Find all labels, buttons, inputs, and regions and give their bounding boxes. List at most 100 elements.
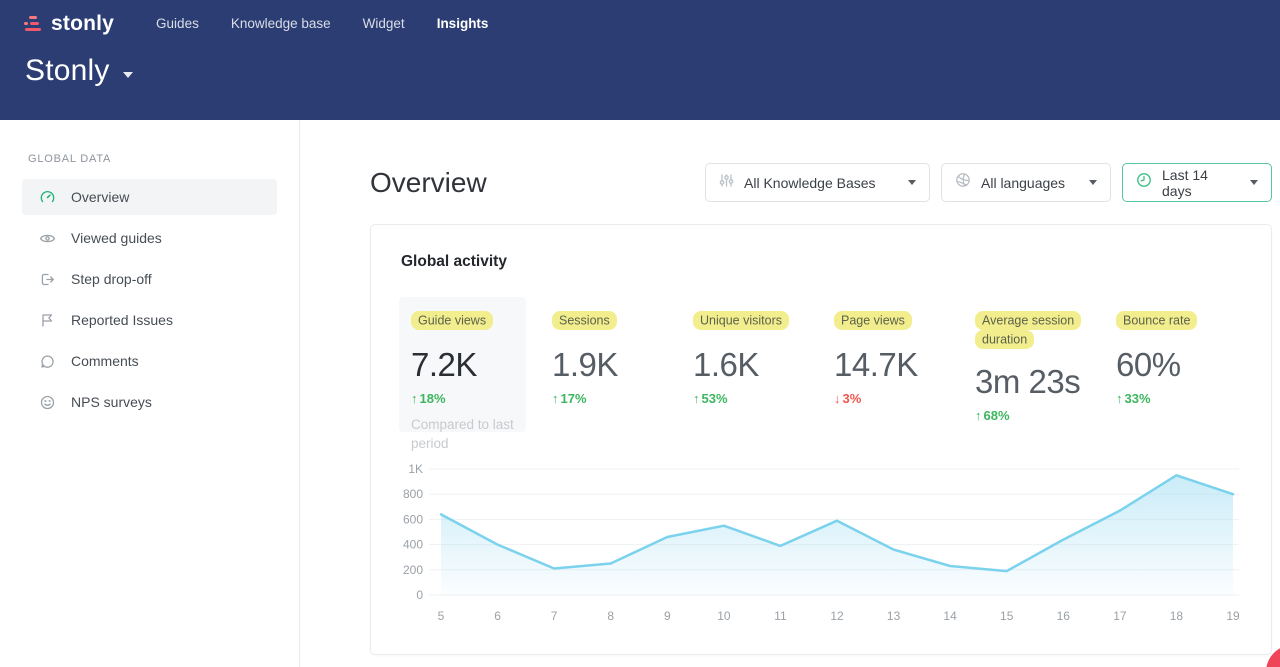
metric-unique-visitors[interactable]: Unique visitors 1.6K ↑53% [681,297,822,432]
metric-change: ↑33% [1116,391,1241,406]
nav-item-guides[interactable]: Guides [156,16,199,31]
workspace-title: Stonly [25,54,110,88]
svg-text:13: 13 [887,609,901,623]
metric-value: 60% [1116,346,1241,384]
page-title: Overview [370,167,487,199]
sidebar-item-viewed-guides[interactable]: Viewed guides [22,220,277,256]
svg-text:400: 400 [403,538,423,552]
filter-value: All Knowledge Bases [744,175,890,191]
sidebar-item-label: Reported Issues [71,312,173,328]
metric-bounce-rate[interactable]: Bounce rate 60% ↑33% [1104,297,1245,432]
metric-guide-views[interactable]: Guide views 7.2K ↑18% Compared to last p… [399,297,526,432]
metric-value: 3m 23s [975,363,1100,401]
svg-text:0: 0 [416,588,423,602]
sliders-icon [719,173,734,193]
svg-text:14: 14 [943,609,957,623]
workspace-selector[interactable]: Stonly [0,38,1280,88]
filter-value: Last 14 days [1162,167,1232,199]
metric-change: ↑18% [411,391,516,406]
chevron-down-icon [1089,180,1097,185]
stonly-logo[interactable]: stonly [24,12,114,36]
sidebar-item-label: Step drop-off [71,271,152,287]
sidebar-item-nps-surveys[interactable]: NPS surveys [22,384,277,420]
card-title: Global activity [371,225,1271,271]
arrow-up-icon: ↑ [693,391,700,406]
nav-item-knowledge-base[interactable]: Knowledge base [231,16,331,31]
filters-bar: All Knowledge Bases All languages Last 1… [705,163,1272,202]
svg-text:19: 19 [1226,609,1240,623]
clock-icon [1136,172,1152,193]
smiley-icon [39,394,56,411]
arrow-up-icon: ↑ [411,391,418,406]
svg-text:9: 9 [664,609,671,623]
metric-page-views[interactable]: Page views 14.7K ↓3% [822,297,963,432]
metric-change: ↑53% [693,391,818,406]
sidebar: GLOBAL DATA Overview Viewed guides Step … [0,120,300,667]
global-activity-card: Global activity Guide views 7.2K ↑18% Co… [370,224,1272,655]
metric-value: 7.2K [411,346,516,384]
comment-icon [39,353,56,370]
nav-item-widget[interactable]: Widget [363,16,405,31]
sidebar-section-label: GLOBAL DATA [0,153,299,179]
area-chart-svg: 02004006008001K5678910111213141516171819 [371,449,1271,649]
svg-text:16: 16 [1057,609,1071,623]
svg-text:17: 17 [1113,609,1127,623]
svg-text:5: 5 [438,609,445,623]
svg-text:200: 200 [403,563,423,577]
svg-text:7: 7 [551,609,558,623]
svg-text:1K: 1K [408,462,423,476]
metric-value: 1.6K [693,346,818,384]
flag-icon [39,312,56,329]
chevron-down-icon [1250,180,1258,185]
svg-text:800: 800 [403,487,423,501]
metric-value: 1.9K [552,346,677,384]
metric-value: 14.7K [834,346,959,384]
stonly-logo-icon [24,15,44,33]
arrow-down-icon: ↓ [834,391,841,406]
svg-text:6: 6 [494,609,501,623]
sidebar-item-label: Viewed guides [71,230,162,246]
language-filter-dropdown[interactable]: All languages [941,163,1111,202]
chevron-down-icon [908,180,916,185]
knowledge-base-filter-dropdown[interactable]: All Knowledge Bases [705,163,930,202]
sidebar-item-comments[interactable]: Comments [22,343,277,379]
eye-icon [39,230,56,247]
arrow-up-icon: ↑ [1116,391,1123,406]
metric-change: ↑68% [975,408,1100,423]
step-out-icon [39,271,56,288]
svg-text:600: 600 [403,512,423,526]
metric-label: Page views [834,311,912,330]
guide-views-area-chart: 02004006008001K5678910111213141516171819 [371,449,1271,654]
filter-value: All languages [981,175,1071,191]
svg-text:12: 12 [830,609,844,623]
arrow-up-icon: ↑ [552,391,559,406]
metric-change: ↓3% [834,391,959,406]
sidebar-item-label: Comments [71,353,139,369]
sidebar-item-reported-issues[interactable]: Reported Issues [22,302,277,338]
metrics-row: Guide views 7.2K ↑18% Compared to last p… [371,297,1271,432]
top-nav: stonly Guides Knowledge base Widget Insi… [0,0,1280,38]
metric-label: Bounce rate [1116,311,1197,330]
main-content: Overview All Knowledge Bases All languag… [300,120,1280,667]
metric-note: Compared to last period [411,415,516,453]
sidebar-item-overview[interactable]: Overview [22,179,277,215]
nav-item-insights[interactable]: Insights [437,16,489,31]
sidebar-item-label: NPS surveys [71,394,152,410]
svg-text:10: 10 [717,609,731,623]
top-header: stonly Guides Knowledge base Widget Insi… [0,0,1280,120]
metric-avg-session-duration[interactable]: Average session duration 3m 23s ↑68% [963,297,1104,432]
logo-text: stonly [51,12,114,36]
arrow-up-icon: ↑ [975,408,982,423]
sidebar-item-label: Overview [71,189,129,205]
gauge-icon [39,189,56,206]
metric-label: Guide views [411,311,493,330]
metric-label: Unique visitors [693,311,789,330]
chevron-down-icon [123,72,133,78]
metric-label: Average session duration [975,311,1081,349]
svg-text:15: 15 [1000,609,1014,623]
sidebar-item-step-drop-off[interactable]: Step drop-off [22,261,277,297]
metric-sessions[interactable]: Sessions 1.9K ↑17% [540,297,681,432]
metric-change: ↑17% [552,391,677,406]
date-range-filter-dropdown[interactable]: Last 14 days [1122,163,1272,202]
svg-text:11: 11 [774,609,787,623]
